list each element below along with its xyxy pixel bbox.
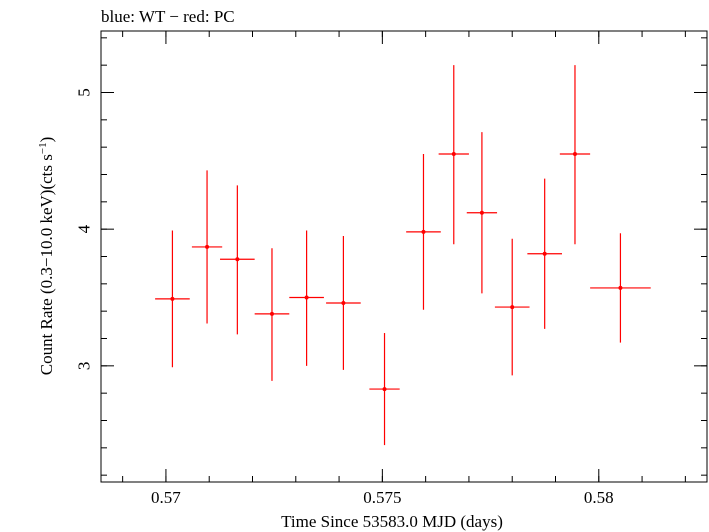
data-point xyxy=(191,170,223,324)
data-marker xyxy=(341,300,346,305)
data-point xyxy=(559,65,591,245)
y-tick-label: 4 xyxy=(75,224,94,233)
y-tick-label: 3 xyxy=(75,362,94,371)
data-marker xyxy=(170,296,175,301)
chart-title: blue: WT − red: PC xyxy=(101,7,235,26)
x-tick-label: 0.575 xyxy=(363,488,401,507)
data-point xyxy=(220,185,255,335)
y-axis-label-tail: ) xyxy=(37,137,56,143)
data-marker xyxy=(382,387,387,392)
data-point xyxy=(369,333,400,446)
data-marker xyxy=(421,229,426,234)
axis-tick-labels: 0.57 0.575 0.58 3 4 5 xyxy=(75,88,614,507)
data-point xyxy=(590,233,651,343)
axis-ticks xyxy=(101,31,707,482)
y-axis-label-superscript: −1 xyxy=(37,142,49,154)
data-marker xyxy=(269,311,274,316)
data-marker xyxy=(542,251,547,256)
x-axis-label: Time Since 53583.0 MJD (days) xyxy=(281,512,503,531)
x-tick-label: 0.58 xyxy=(584,488,614,507)
data-point xyxy=(494,238,530,376)
data-point xyxy=(155,230,190,368)
data-point xyxy=(438,65,469,245)
data-point xyxy=(254,248,290,381)
y-tick-label: 5 xyxy=(75,88,94,97)
y-axis-label-main: Count Rate (0.3−10.0 keV)(cts s xyxy=(37,154,56,375)
data-points xyxy=(155,65,651,446)
data-point xyxy=(527,178,562,329)
plot-frame xyxy=(100,30,708,483)
data-point xyxy=(326,236,361,370)
data-marker xyxy=(618,285,623,290)
data-point xyxy=(289,230,324,366)
data-point xyxy=(466,132,498,294)
x-tick-label: 0.57 xyxy=(151,488,181,507)
data-marker xyxy=(510,305,515,310)
data-marker xyxy=(479,210,484,215)
y-axis-label: Count Rate (0.3−10.0 keV)(cts s−1) xyxy=(37,137,56,376)
data-point xyxy=(406,154,441,310)
data-marker xyxy=(451,152,456,156)
data-marker xyxy=(304,295,309,300)
data-marker xyxy=(205,244,210,249)
data-marker xyxy=(235,257,240,262)
data-marker xyxy=(572,152,577,156)
